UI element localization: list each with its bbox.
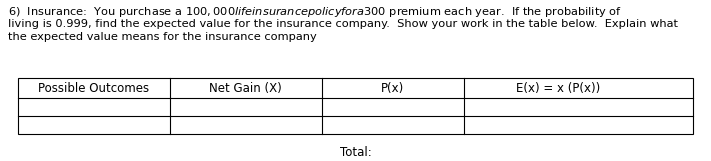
Text: 6)  Insurance:  You purchase a $100,000 life insurance policy for a $300 premium: 6) Insurance: You purchase a $100,000 li… [8, 5, 622, 19]
Text: P(x): P(x) [381, 81, 405, 95]
Text: E(x) = x (P(x)): E(x) = x (P(x)) [516, 81, 600, 95]
Text: Total:: Total: [340, 146, 371, 158]
Bar [18, 78, 693, 134]
Text: the expected value means for the insurance company: the expected value means for the insuran… [8, 32, 316, 42]
Text: Possible Outcomes: Possible Outcomes [38, 81, 149, 95]
Text: living is 0.999, find the expected value for the insurance company.  Show your w: living is 0.999, find the expected value… [8, 19, 678, 28]
Text: Net Gain (X): Net Gain (X) [210, 81, 282, 95]
